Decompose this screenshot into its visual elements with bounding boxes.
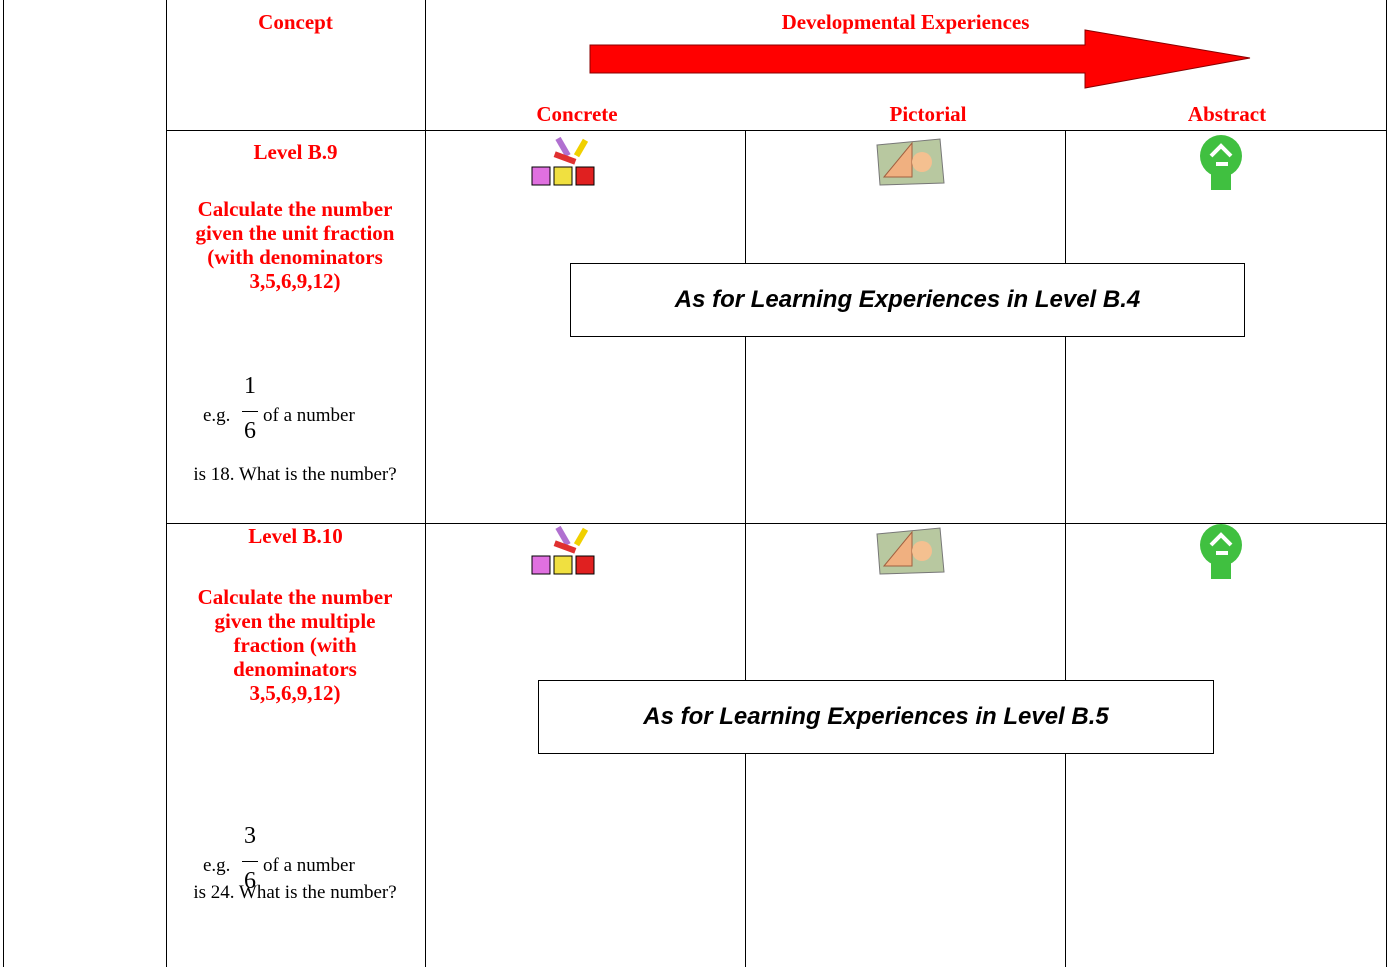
pictorial-icon [876, 138, 945, 186]
numerator: 1 [244, 373, 256, 399]
abstract-icon [1200, 524, 1242, 579]
arrow [589, 29, 1251, 89]
border [1386, 0, 1387, 967]
border [166, 130, 1387, 131]
column-header: Abstract [1187, 102, 1267, 126]
border [745, 130, 746, 967]
level: Level B.10 [248, 524, 343, 548]
column-header: Concrete [536, 102, 618, 126]
numerator: 3 [244, 823, 256, 849]
concrete-icon [531, 525, 595, 575]
concept-header: Concept [258, 10, 333, 34]
abstract-icon [1200, 135, 1242, 190]
example-suffix: of a number [263, 855, 355, 876]
fraction-bar [242, 411, 258, 412]
example-question: is 18. What is the number? [193, 464, 397, 485]
developmental-header: Developmental Experiences [781, 10, 1030, 34]
denominator: 6 [244, 418, 256, 444]
description: Calculate the number given the unit frac… [195, 197, 395, 293]
level: Level B.9 [253, 140, 338, 164]
column-header: Pictorial [889, 102, 967, 126]
note-box: As for Learning Experiences in Level B.4 [570, 263, 1245, 337]
fraction-bar [242, 861, 258, 862]
border [3, 0, 4, 967]
border [166, 523, 1387, 524]
note-box: As for Learning Experiences in Level B.5 [538, 680, 1214, 754]
border [425, 0, 426, 967]
example-question: is 24. What is the number? [193, 882, 397, 903]
border [1065, 130, 1066, 967]
pictorial-icon [876, 527, 945, 575]
example-prefix: e.g. [203, 855, 231, 876]
denominator: 6 [244, 868, 256, 894]
example-prefix: e.g. [203, 405, 231, 426]
concrete-icon [531, 136, 595, 186]
description: Calculate the number given the multiple … [197, 585, 393, 705]
border [166, 0, 167, 967]
example-suffix: of a number [263, 405, 355, 426]
